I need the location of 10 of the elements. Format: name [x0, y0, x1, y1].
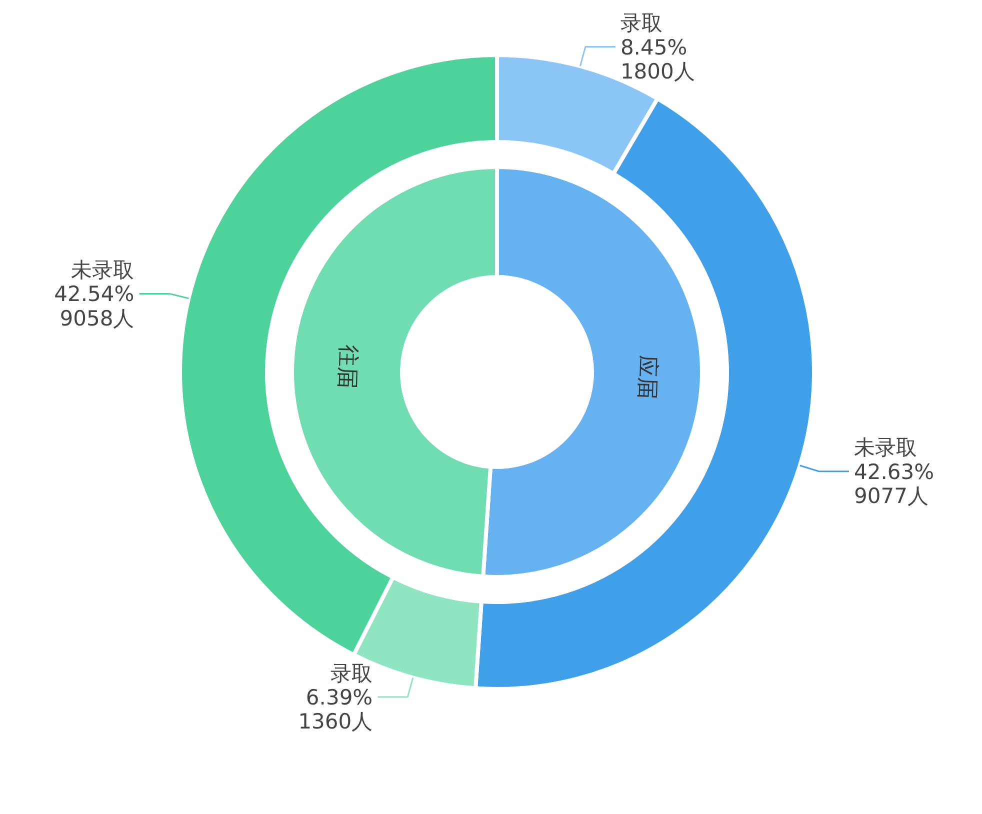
slice-label: 录取 [620, 11, 662, 36]
data-label: 42.54% 9058人 [54, 282, 134, 330]
slice-label: 往届 [334, 344, 360, 390]
data-label: 6.39% 1360人 [298, 685, 373, 734]
data-label: 42.63% 9077人 [854, 460, 934, 508]
slice-label: 应届 [634, 354, 660, 400]
data-label: 8.45% 1800人 [620, 35, 695, 84]
slice-label: 未录取 [71, 258, 134, 282]
slice-label: 未录取 [854, 436, 918, 460]
slice-label: 录取 [330, 661, 373, 686]
